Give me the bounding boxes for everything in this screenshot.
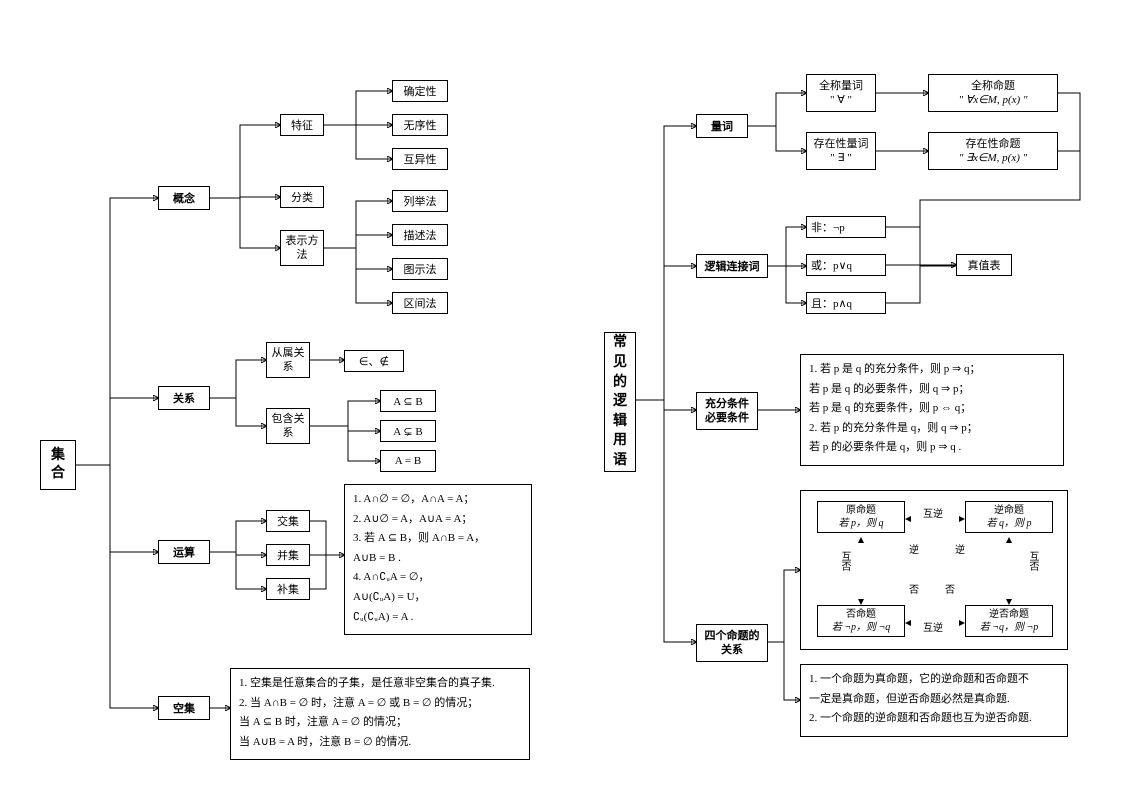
rel-edges-svg xyxy=(801,491,1069,651)
node-univ-prop: 全称命题 " ∀x∈M, p(x) " xyxy=(928,74,1058,112)
node-liangci: 量词 xyxy=(696,114,748,138)
node-concept: 概念 xyxy=(158,186,210,210)
leaf-subset: A ⊆ B xyxy=(380,390,436,412)
leaf-qujian: 区间法 xyxy=(392,292,448,314)
node-baohan: 包含关系 xyxy=(266,408,310,444)
node-not: 非：¬p xyxy=(806,216,886,238)
node-universal-quant: 全称量词 " ∀ " xyxy=(806,74,876,112)
yunsuan-formulas: 1. A∩∅ = ∅，A∩A = A； 2. A∪∅ = A，A∪A = A； … xyxy=(344,484,532,635)
leaf-miaoshu: 描述法 xyxy=(392,224,448,246)
chongfen-notes: 1. 若 p 是 q 的充分条件，则 p ⇒ q； 若 p 是 q 的必要条件，… xyxy=(800,354,1064,466)
leaf-tushi: 图示法 xyxy=(392,258,448,280)
leaf-lieju: 列举法 xyxy=(392,190,448,212)
left-root: 集合 xyxy=(40,440,76,490)
leaf-huyixing: 互异性 xyxy=(392,148,448,170)
node-bu: 补集 xyxy=(266,578,310,600)
siming-notes: 1. 一个命题为真命题，它的逆命题和否命题不 一定是真命题，但逆否命题必然是真命… xyxy=(800,664,1068,737)
leaf-propsubset: A ⊊ B xyxy=(380,420,436,442)
right-root: 常见的逻辑用语 xyxy=(604,332,636,472)
node-jiao: 交集 xyxy=(266,510,310,532)
node-fenlei: 分类 xyxy=(280,186,324,208)
node-luoji: 逻辑连接词 xyxy=(696,254,768,278)
leaf-eq: A = B xyxy=(380,450,436,472)
node-biaoshi: 表示方法 xyxy=(280,230,324,266)
leaf-in-notin: ∈、∉ xyxy=(344,350,404,372)
four-prop-diagram: 原命题 若 p，则 q 逆命题 若 q，则 p 否命题 若 ¬p，则 ¬q 逆否… xyxy=(800,490,1068,650)
node-or: 或：p∨q xyxy=(806,254,886,276)
node-kongji: 空集 xyxy=(158,696,210,720)
leaf-quedingxing: 确定性 xyxy=(392,80,448,102)
node-siming: 四个命题的关系 xyxy=(696,624,768,662)
node-congshu: 从属关系 xyxy=(266,342,310,378)
leaf-wuxuxing: 无序性 xyxy=(392,114,448,136)
kongji-notes: 1. 空集是任意集合的子集，是任意非空集合的真子集. 2. 当 A∩B = ∅ … xyxy=(230,668,530,760)
node-truth: 真值表 xyxy=(956,254,1012,276)
node-guanxi: 关系 xyxy=(158,386,210,410)
node-exist-prop: 存在性命题 " ∃x∈M, p(x) " xyxy=(928,132,1058,170)
node-tezheng: 特征 xyxy=(280,114,324,136)
node-yunsuan: 运算 xyxy=(158,540,210,564)
node-bing: 并集 xyxy=(266,544,310,566)
node-chongfen: 充分条件必要条件 xyxy=(696,392,758,430)
node-and: 且：p∧q xyxy=(806,292,886,314)
node-exist-quant: 存在性量词 " ∃ " xyxy=(806,132,876,170)
